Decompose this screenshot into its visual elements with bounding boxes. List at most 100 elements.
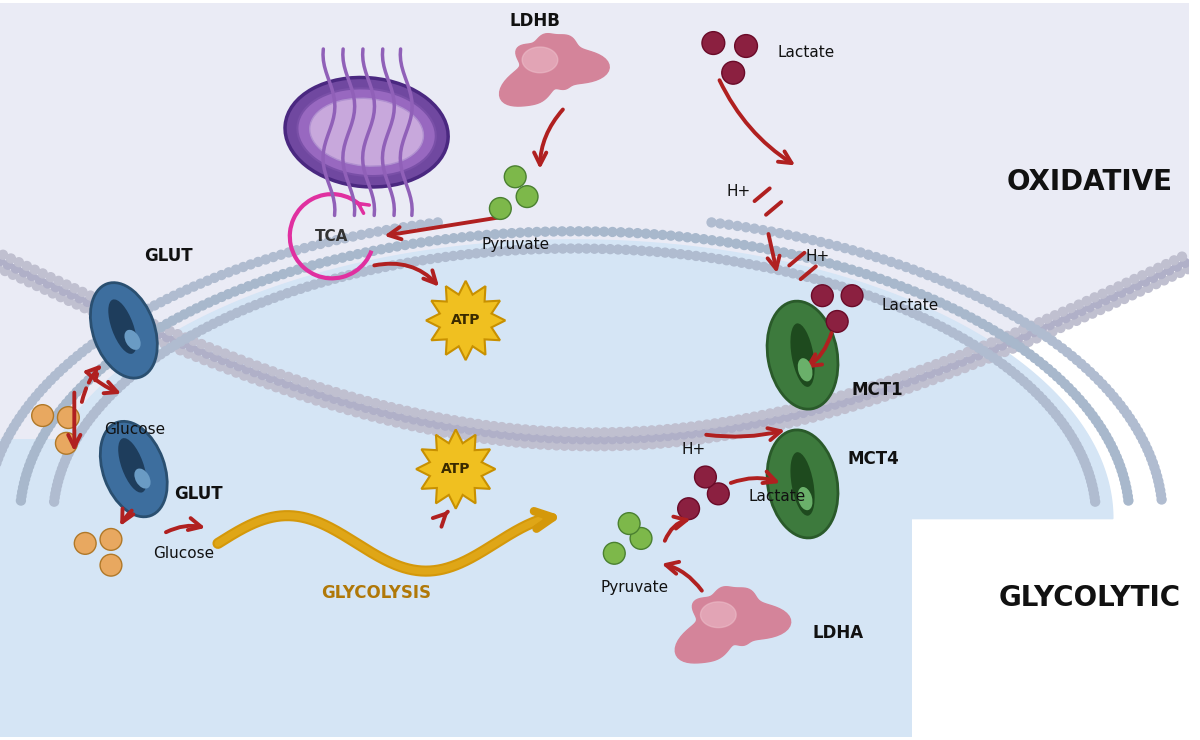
Circle shape [1087, 477, 1096, 485]
Circle shape [1024, 380, 1032, 389]
Circle shape [1152, 280, 1160, 289]
Circle shape [187, 331, 196, 340]
Circle shape [758, 226, 767, 235]
Circle shape [926, 369, 935, 378]
Circle shape [1020, 318, 1030, 327]
Circle shape [196, 279, 205, 288]
Circle shape [319, 399, 329, 408]
Text: GLYCOLYSIS: GLYCOLYSIS [322, 584, 432, 602]
Circle shape [648, 440, 658, 448]
Circle shape [797, 402, 806, 411]
Circle shape [67, 290, 76, 299]
Ellipse shape [767, 430, 838, 538]
Circle shape [931, 320, 941, 329]
Circle shape [43, 279, 52, 288]
Circle shape [782, 412, 792, 421]
Circle shape [1120, 474, 1129, 483]
Circle shape [308, 261, 317, 270]
Circle shape [145, 329, 155, 338]
Circle shape [774, 266, 782, 275]
Circle shape [1006, 337, 1014, 346]
Circle shape [125, 343, 133, 352]
Circle shape [442, 414, 451, 423]
Circle shape [64, 360, 72, 369]
Circle shape [785, 419, 793, 428]
Circle shape [118, 306, 126, 314]
Circle shape [482, 230, 491, 239]
Circle shape [1088, 309, 1097, 318]
Circle shape [870, 388, 880, 397]
Circle shape [876, 379, 886, 388]
Circle shape [1086, 473, 1094, 482]
Circle shape [1117, 289, 1126, 297]
Circle shape [959, 334, 968, 343]
Circle shape [558, 227, 566, 236]
Circle shape [966, 313, 976, 322]
Circle shape [1052, 340, 1062, 349]
Circle shape [1003, 332, 1012, 340]
Circle shape [410, 257, 420, 266]
Circle shape [1003, 363, 1012, 372]
Circle shape [258, 277, 266, 286]
Circle shape [1050, 311, 1060, 320]
Circle shape [576, 442, 584, 451]
Circle shape [22, 470, 31, 479]
Circle shape [1080, 313, 1088, 322]
Circle shape [722, 256, 731, 265]
Circle shape [1049, 406, 1057, 415]
Circle shape [1106, 440, 1115, 449]
Circle shape [142, 316, 150, 325]
Text: LDHA: LDHA [812, 624, 864, 642]
Circle shape [728, 430, 737, 439]
Circle shape [1109, 292, 1118, 301]
Circle shape [1153, 472, 1162, 481]
Circle shape [1064, 383, 1073, 392]
Circle shape [497, 423, 506, 431]
Circle shape [371, 399, 380, 408]
Ellipse shape [134, 468, 150, 488]
Circle shape [139, 323, 148, 332]
Circle shape [686, 422, 696, 431]
Circle shape [864, 397, 874, 406]
Circle shape [361, 403, 371, 412]
Circle shape [752, 425, 761, 434]
Circle shape [150, 301, 158, 310]
Circle shape [845, 284, 853, 293]
Circle shape [1116, 401, 1126, 410]
Circle shape [691, 252, 701, 260]
Circle shape [1156, 486, 1165, 495]
Circle shape [568, 434, 577, 443]
Circle shape [503, 246, 512, 255]
Circle shape [425, 237, 433, 246]
Circle shape [367, 412, 377, 421]
Circle shape [1015, 343, 1025, 352]
Circle shape [101, 361, 110, 370]
Circle shape [823, 278, 833, 287]
Circle shape [276, 370, 286, 379]
Circle shape [767, 227, 775, 236]
Circle shape [1112, 453, 1121, 462]
Circle shape [642, 229, 650, 238]
Text: LDHB: LDHB [510, 13, 560, 30]
Circle shape [997, 341, 1007, 350]
Circle shape [356, 230, 366, 239]
Circle shape [508, 229, 516, 238]
Circle shape [724, 238, 733, 247]
Circle shape [276, 250, 286, 259]
Circle shape [852, 386, 862, 395]
Circle shape [608, 434, 617, 443]
Circle shape [953, 366, 961, 376]
Circle shape [902, 306, 911, 314]
Circle shape [1056, 323, 1064, 332]
Circle shape [1139, 436, 1147, 445]
Circle shape [377, 245, 385, 254]
Text: Pyruvate: Pyruvate [600, 580, 668, 596]
Circle shape [1136, 431, 1145, 440]
Circle shape [1037, 324, 1046, 333]
Circle shape [401, 240, 409, 249]
Circle shape [734, 415, 743, 424]
Circle shape [104, 314, 113, 323]
Circle shape [328, 401, 336, 410]
Circle shape [30, 448, 38, 458]
Circle shape [833, 407, 841, 416]
